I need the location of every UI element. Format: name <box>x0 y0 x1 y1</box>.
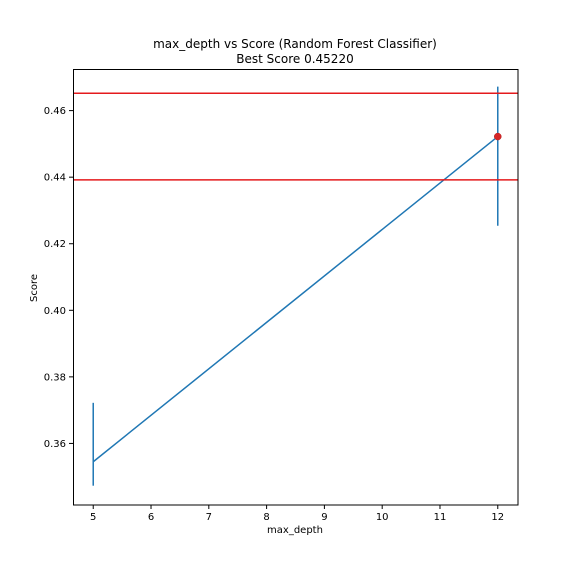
y-axis-label: Score <box>29 274 40 302</box>
x-tick-label: 7 <box>206 512 212 523</box>
chart-title: max_depth vs Score (Random Forest Classi… <box>153 37 437 51</box>
y-axis-ticks: 0.36 0.38 0.40 0.42 0.44 0.46 <box>44 106 73 450</box>
plot-background <box>73 69 518 505</box>
x-axis-ticks: 5 6 7 8 9 10 11 12 <box>90 505 504 523</box>
x-tick-label: 8 <box>263 512 269 523</box>
y-tick-label: 0.38 <box>44 372 66 383</box>
y-tick-label: 0.44 <box>44 173 66 184</box>
axes-frame <box>73 69 519 506</box>
x-tick-label: 10 <box>376 512 389 523</box>
data-layer <box>73 86 518 486</box>
chart-subtitle: Best Score 0.45220 <box>236 52 353 66</box>
x-tick-label: 11 <box>434 512 447 523</box>
series-line <box>92 135 499 463</box>
x-tick-label: 6 <box>148 512 154 523</box>
x-tick-label: 9 <box>321 512 327 523</box>
y-tick-label: 0.46 <box>44 106 66 117</box>
y-tick-label: 0.42 <box>44 239 66 250</box>
best-score-point <box>494 132 502 141</box>
y-tick-label: 0.36 <box>44 439 66 450</box>
x-tick-label: 12 <box>491 512 504 523</box>
x-tick-label: 5 <box>90 512 96 523</box>
y-tick-label: 0.40 <box>44 306 66 317</box>
x-axis-label: max_depth <box>267 525 323 536</box>
